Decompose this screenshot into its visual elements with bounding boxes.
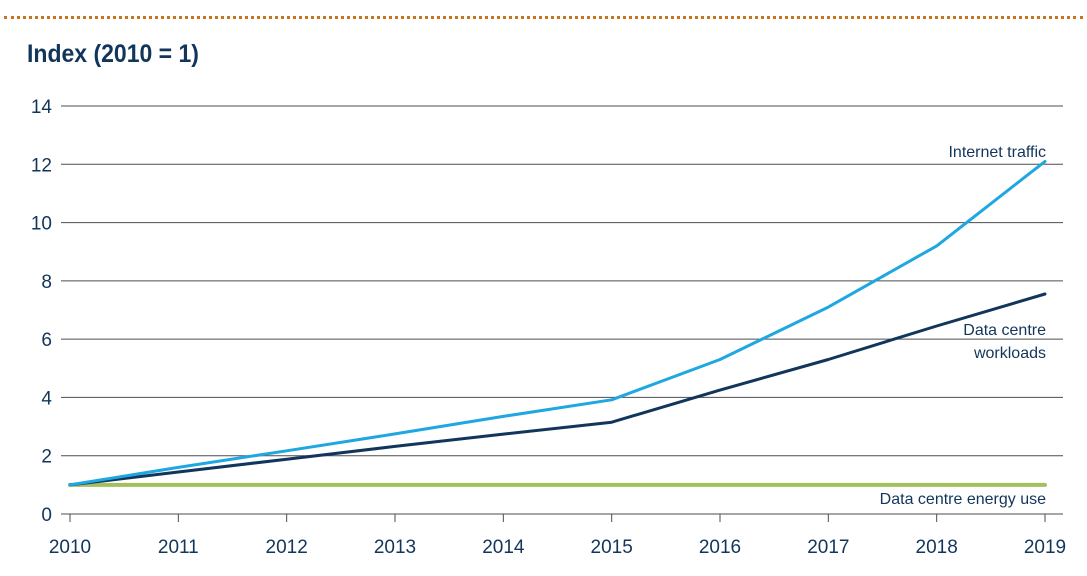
- dotted-top-rule: [4, 16, 1083, 19]
- y-tick-label: 12: [31, 155, 52, 176]
- y-tick-label: 6: [41, 330, 52, 351]
- y-tick-label: 10: [31, 214, 52, 235]
- series-label-workloads-line2: workloads: [973, 345, 1046, 362]
- axes: 0 2 4 6 8 10 12 14 2010 2011 2012 2013 2014 2015 2016 2…: [31, 97, 1066, 558]
- series-label-workloads-line1: Data centre: [963, 322, 1046, 339]
- x-tick-label: 2015: [591, 537, 633, 558]
- x-tick-label: 2016: [699, 537, 741, 558]
- y-tick-label: 2: [41, 447, 52, 468]
- x-tick-label: 2010: [49, 537, 91, 558]
- x-tick-label: 2013: [374, 537, 416, 558]
- series-lines: [68, 159, 1047, 487]
- chart-title: Index (2010 = 1): [27, 40, 199, 68]
- x-tick-label: 2012: [266, 537, 308, 558]
- gridlines: [61, 105, 1063, 515]
- x-tick-label: 2019: [1024, 537, 1066, 558]
- y-tick-label: 14: [31, 97, 53, 118]
- y-tick-label: 8: [41, 272, 52, 293]
- series-label-internet-traffic: Internet traffic: [948, 144, 1046, 161]
- series-label-energy-use: Data centre energy use: [880, 491, 1046, 508]
- series-line-data-centre-workloads: [68, 292, 1047, 487]
- series-labels: Internet traffic Data centre workloads D…: [880, 144, 1046, 508]
- x-tick-label: 2014: [482, 537, 525, 558]
- y-tick-label: 4: [41, 388, 52, 409]
- x-tick-label: 2011: [158, 537, 199, 558]
- x-tick-label: 2018: [916, 537, 958, 558]
- series-line-internet-traffic: [68, 159, 1047, 487]
- y-tick-label: 0: [41, 505, 52, 526]
- x-tick-label: 2017: [807, 537, 849, 558]
